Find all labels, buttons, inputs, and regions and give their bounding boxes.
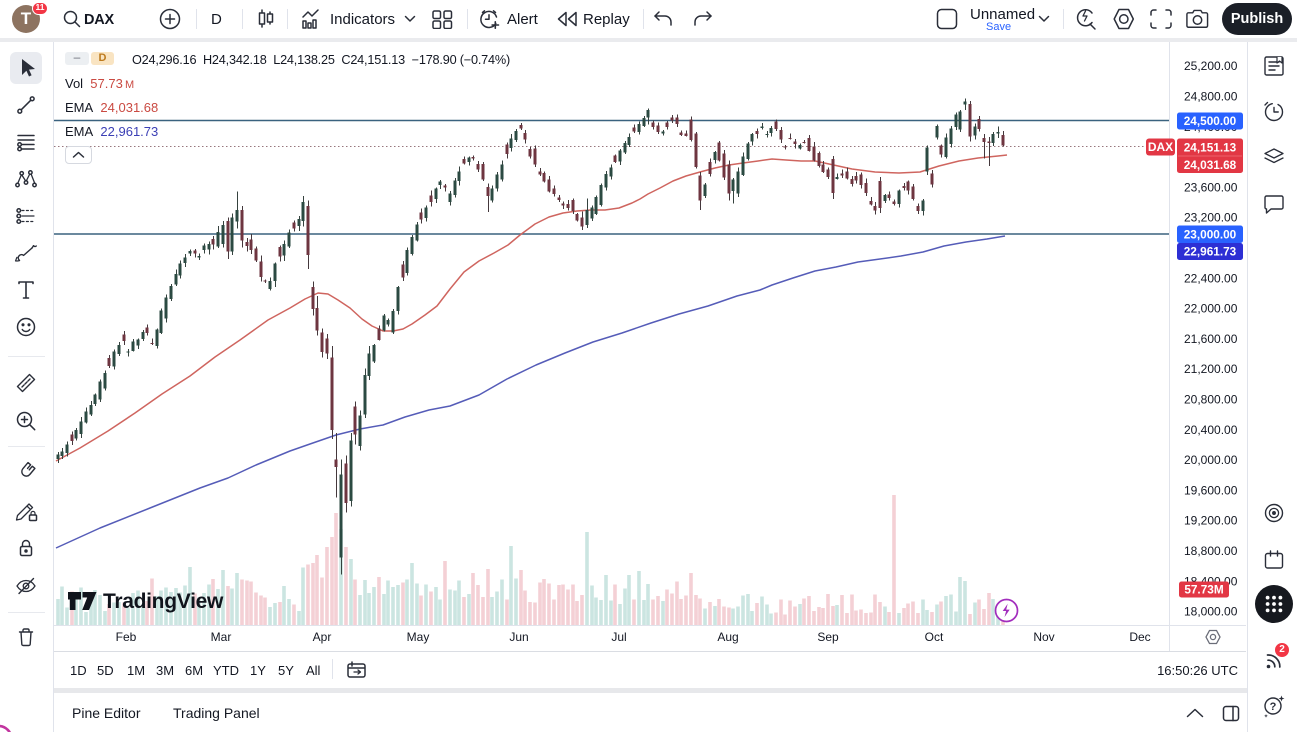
svg-text:Feb: Feb (116, 630, 137, 644)
svg-text:24,031.68: 24,031.68 (1184, 158, 1237, 172)
svg-text:23,600.00: 23,600.00 (1184, 180, 1238, 194)
svg-text:24,151.13: 24,151.13 (1184, 141, 1237, 155)
svg-text:20,800.00: 20,800.00 (1184, 393, 1238, 407)
svg-text:Aug: Aug (717, 630, 738, 644)
svg-text:57.73M: 57.73M (1184, 583, 1224, 597)
svg-text:20,000.00: 20,000.00 (1184, 453, 1238, 467)
svg-text:DAX: DAX (1148, 140, 1173, 154)
svg-text:24,800.00: 24,800.00 (1184, 90, 1238, 104)
svg-text:20,400.00: 20,400.00 (1184, 423, 1238, 437)
svg-text:19,600.00: 19,600.00 (1184, 483, 1238, 497)
svg-text:18,000.00: 18,000.00 (1184, 605, 1238, 619)
svg-text:23,000.00: 23,000.00 (1184, 227, 1237, 241)
svg-text:22,000.00: 22,000.00 (1184, 302, 1238, 316)
svg-text:Jun: Jun (509, 630, 528, 644)
svg-text:Sep: Sep (817, 630, 839, 644)
svg-text:21,200.00: 21,200.00 (1184, 362, 1238, 376)
svg-text:?: ? (1270, 701, 1277, 713)
svg-text:May: May (407, 630, 430, 644)
svg-text:Jul: Jul (611, 630, 626, 644)
svg-text:18,800.00: 18,800.00 (1184, 544, 1238, 558)
svg-text:Dec: Dec (1129, 630, 1150, 644)
svg-text:23,200.00: 23,200.00 (1184, 211, 1238, 225)
svg-text:Nov: Nov (1033, 630, 1054, 644)
svg-text:TradingView: TradingView (103, 590, 224, 613)
svg-text:21,600.00: 21,600.00 (1184, 332, 1238, 346)
svg-text:Oct: Oct (925, 630, 944, 644)
svg-text:22,961.73: 22,961.73 (1184, 245, 1237, 259)
svg-text:19,200.00: 19,200.00 (1184, 514, 1238, 528)
svg-text:22,400.00: 22,400.00 (1184, 271, 1238, 285)
svg-text:Mar: Mar (211, 630, 232, 644)
svg-text:Apr: Apr (313, 630, 332, 644)
svg-text:24,500.00: 24,500.00 (1184, 114, 1237, 128)
svg-text:25,200.00: 25,200.00 (1184, 59, 1238, 73)
